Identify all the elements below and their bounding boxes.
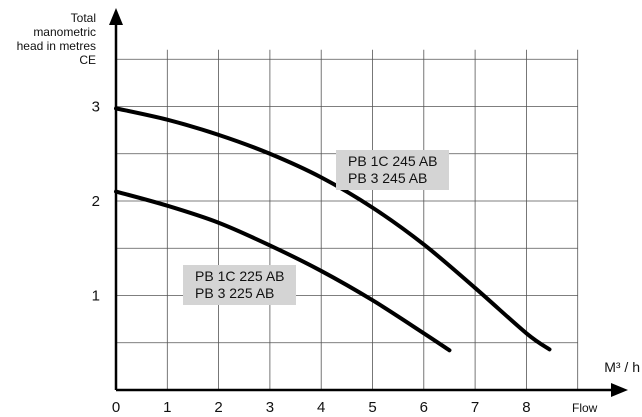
y-axis-title: Total manometric head in metres CE [17, 11, 96, 67]
series-label-line: PB 1C 245 AB [348, 153, 438, 169]
x-tick-label: 0 [112, 399, 120, 416]
series-label-line: PB 1C 225 AB [195, 268, 285, 284]
series-label-box [183, 265, 296, 305]
y-axis-title-line: head in metres [17, 39, 96, 53]
y-axis-title-line: CE [79, 53, 96, 67]
y-tick-label: 1 [92, 288, 100, 305]
x-axis-unit: M³ / h [604, 359, 640, 375]
y-axis-title-line: manometric [33, 25, 96, 39]
axes [109, 8, 628, 397]
x-tick-label: 2 [214, 399, 222, 416]
series-curve-0 [114, 106, 552, 352]
series-label-box [336, 150, 449, 190]
y-tick-label: 3 [92, 99, 100, 116]
x-tick-label: 4 [317, 399, 325, 416]
x-tick-label: 5 [368, 399, 376, 416]
y-tick-label: 2 [92, 193, 100, 210]
series-curve-1 [114, 189, 452, 353]
curves [114, 106, 552, 353]
grid [116, 49, 579, 390]
series-label-line: PB 3 245 AB [348, 170, 427, 186]
series-label-line: PB 3 225 AB [195, 285, 274, 301]
tick-labels: 0 1 2 3 4 5 6 7 8 1 2 3 [92, 99, 531, 417]
x-tick-label: 3 [266, 399, 274, 416]
x-axis-arrow [611, 383, 628, 397]
y-axis-arrow [109, 8, 123, 25]
x-tick-label: 1 [163, 399, 171, 416]
x-tick-label: 8 [522, 399, 530, 416]
x-tick-label: 7 [471, 399, 479, 416]
x-tick-label: 6 [420, 399, 428, 416]
y-axis-title-line: Total [71, 11, 96, 25]
x-axis-title: Flow [572, 401, 598, 415]
